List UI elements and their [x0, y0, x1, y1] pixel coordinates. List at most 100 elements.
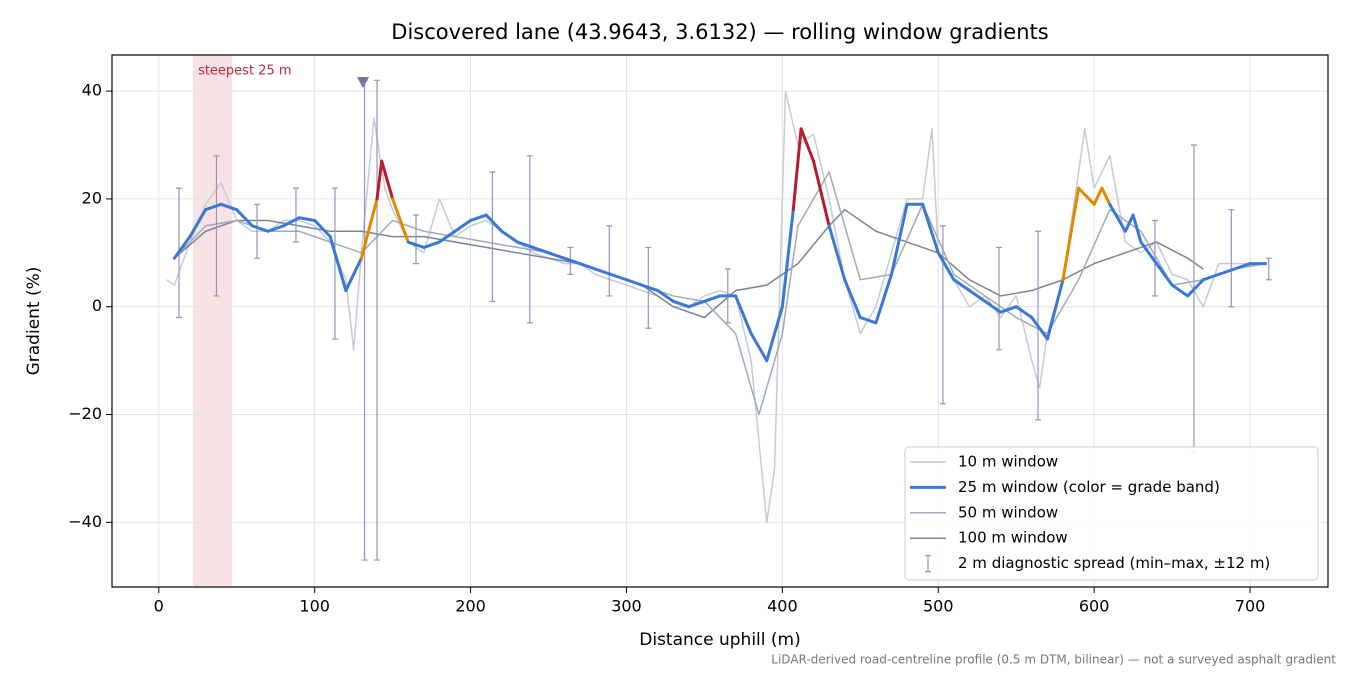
line-segment	[266, 224, 285, 233]
line-segment	[671, 299, 691, 309]
x-tick-label: 700	[1235, 597, 1266, 616]
line-segment	[1155, 262, 1174, 287]
y-tick-label: 20	[82, 188, 102, 207]
line-segment	[702, 294, 722, 303]
y-tick-label: 40	[82, 81, 102, 100]
line-segment	[380, 159, 395, 201]
line-segment	[791, 127, 803, 212]
line-segment	[1170, 283, 1190, 298]
legend-box	[904, 446, 1319, 581]
line-segment	[484, 213, 504, 233]
line	[173, 208, 1204, 319]
line-segment	[1077, 186, 1096, 206]
line-segment	[531, 245, 551, 255]
line-segment	[843, 278, 862, 319]
line-segment	[749, 332, 769, 363]
legend: 10 m window 25 m window (color = grade ba…	[904, 446, 1319, 581]
line-segment	[765, 305, 784, 363]
line-segment	[624, 278, 644, 287]
line-segment	[1217, 267, 1236, 276]
line-segment	[437, 229, 457, 244]
line-segment	[204, 202, 223, 212]
line-segment	[235, 208, 254, 228]
line-segment	[1232, 262, 1252, 271]
line-segment	[1123, 213, 1135, 233]
line-segment	[593, 267, 613, 276]
y-tick-label: −40	[68, 512, 102, 531]
x-tick-label: 200	[455, 597, 486, 616]
line-segment	[422, 240, 441, 249]
line-segment	[1092, 186, 1104, 206]
line-segment	[562, 256, 582, 266]
x-tick-label: 500	[923, 597, 954, 616]
line-segment	[359, 197, 379, 260]
line-segment	[1061, 186, 1081, 282]
y-axis-label: Gradient (%)	[24, 267, 44, 376]
line-segment	[609, 272, 628, 282]
line-segment	[734, 294, 753, 336]
error-bar	[939, 225, 946, 405]
line-segment	[999, 305, 1018, 314]
line	[173, 171, 1266, 416]
error-bar	[1151, 219, 1158, 297]
y-tick-label: −20	[68, 404, 102, 423]
line-segment	[858, 315, 878, 325]
line-segment	[812, 159, 831, 228]
x-tick-label: 400	[767, 597, 798, 616]
line-segment	[453, 218, 473, 233]
x-tick-label: 300	[611, 597, 642, 616]
error-bar	[1228, 209, 1235, 308]
line-segment	[827, 224, 847, 282]
line-segment	[1045, 278, 1065, 341]
line-segment	[219, 202, 239, 212]
line-segment	[281, 216, 301, 228]
line-segment	[500, 229, 519, 244]
line-segment	[1014, 305, 1034, 319]
line-segment	[391, 197, 410, 244]
line-segment	[188, 208, 208, 239]
chart-title: Discovered lane (43.9643, 3.6132) — roll…	[391, 20, 1048, 44]
plot-frame	[111, 54, 1329, 588]
line-segment	[344, 256, 363, 293]
y-tick-label: 0	[92, 296, 102, 315]
line-segment	[1139, 240, 1159, 266]
highlight-label: steepest 25 m	[198, 64, 291, 79]
x-tick-label: 600	[1079, 597, 1110, 616]
line-segment	[406, 240, 426, 249]
highlight-band	[193, 55, 233, 587]
error-bar	[374, 79, 381, 561]
line-segment	[799, 127, 816, 163]
error-bar	[526, 155, 533, 324]
error-bar	[489, 171, 496, 302]
legend-label: 10 m window	[958, 453, 1058, 471]
x-tick-label: 0	[154, 597, 164, 616]
legend-label: 50 m window	[958, 503, 1058, 521]
error-bar	[413, 214, 419, 265]
line-segment	[297, 216, 317, 222]
error-bar	[606, 225, 613, 297]
legend-label: 100 m window	[958, 529, 1068, 547]
line-segment	[469, 213, 488, 222]
line-segment	[1100, 186, 1112, 206]
error-bar	[292, 187, 299, 243]
x-axis-label: Distance uphill (m)	[639, 630, 800, 650]
error-bar	[331, 187, 338, 340]
line-segment	[983, 299, 1003, 314]
marker	[356, 77, 369, 89]
line-segment	[687, 299, 706, 309]
line-segment	[375, 159, 384, 201]
line-segment	[547, 251, 566, 260]
x-tick-label: 100	[299, 597, 330, 616]
line-segment	[936, 251, 956, 282]
error-bar	[996, 246, 1003, 351]
line-segment	[967, 289, 987, 303]
line-segment	[172, 235, 192, 260]
line-segment	[656, 289, 675, 303]
line-segment	[1201, 272, 1221, 282]
legend-label: 2 m diagnostic spread (min–max, ±12 m)	[958, 554, 1270, 572]
line-segment	[1108, 202, 1127, 233]
line-segment	[328, 235, 348, 293]
legend-label: 25 m window (color = grade band)	[958, 478, 1220, 496]
line-segment	[952, 278, 971, 293]
